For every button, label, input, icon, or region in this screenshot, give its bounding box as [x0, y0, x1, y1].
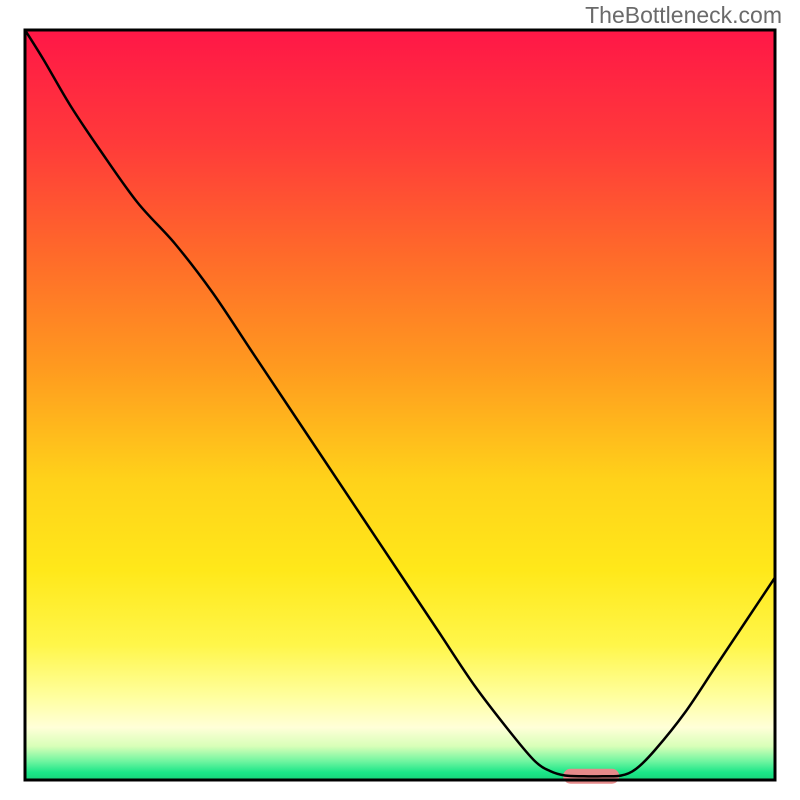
- chart-container: TheBottleneck.com: [0, 0, 800, 800]
- bottleneck-chart: [0, 0, 800, 800]
- chart-background: [25, 30, 775, 780]
